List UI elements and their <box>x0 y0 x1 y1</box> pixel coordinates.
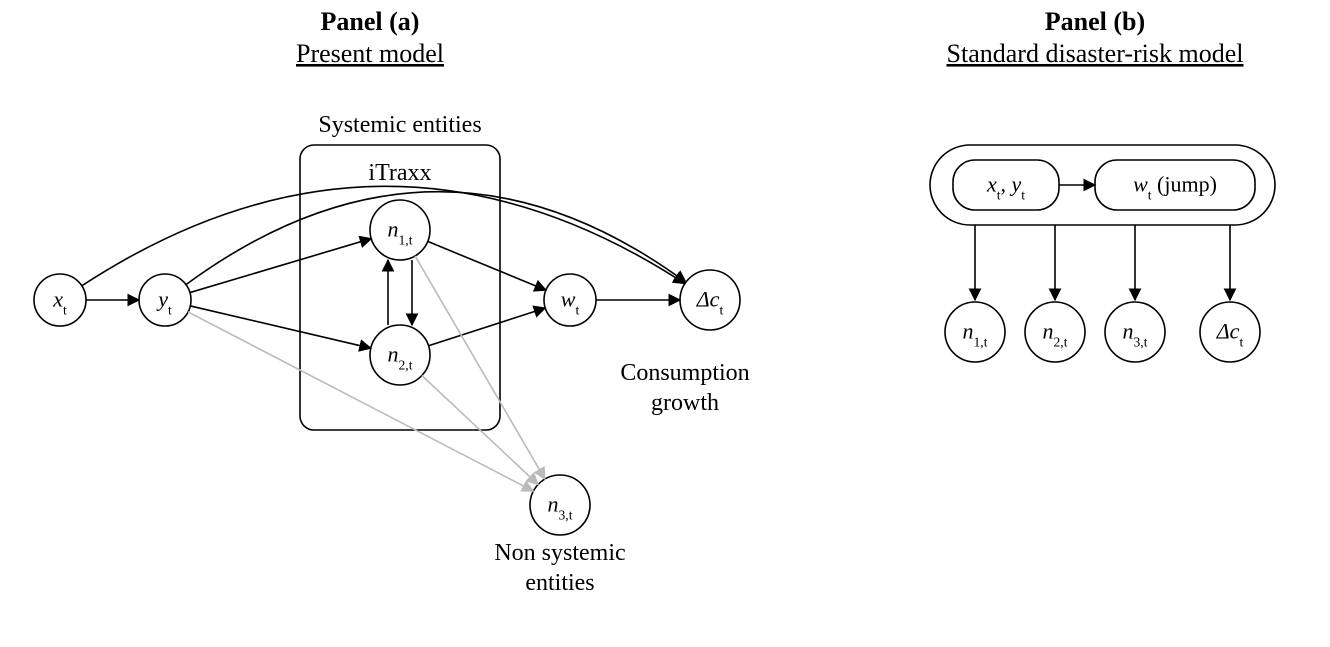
panel-b: Panel (b)Standard disaster-risk modelxt,… <box>930 7 1275 362</box>
node-w: wt <box>544 274 596 326</box>
node-y: yt <box>139 274 191 326</box>
panel-b-subtitle: Standard disaster-risk model <box>947 39 1244 68</box>
panel-b-title: Panel (b) <box>1045 7 1145 36</box>
label-itraxx: iTraxx <box>368 160 431 186</box>
panel-a: Panel (a) Present model Systemic entities i… <box>34 7 750 596</box>
panel-a-title: Panel (a) <box>321 7 420 36</box>
b-node-n1: n1,t <box>945 302 1005 362</box>
edge-y-n1 <box>190 239 371 293</box>
edge-n1-n3 <box>415 256 545 479</box>
label-nonsys_l2: entities <box>525 570 594 596</box>
label-consumption_l2: growth <box>651 390 719 416</box>
node-n1: n1,t <box>370 200 430 260</box>
label-nonsys_l1: Non systemic <box>494 540 625 566</box>
edge-n1-w <box>428 241 546 290</box>
b-node-n3: n3,t <box>1105 302 1165 362</box>
systemic-entities-box <box>300 145 500 430</box>
edge-y-n3 <box>188 312 533 491</box>
b-node-dc: Δct <box>1200 302 1260 362</box>
node-n2: n2,t <box>370 325 430 385</box>
node-dc: Δct <box>680 270 740 330</box>
edge-n2-w <box>429 308 546 346</box>
node-n3: n3,t <box>530 475 590 535</box>
label-systemic: Systemic entities <box>318 112 481 138</box>
b-node-n2: n2,t <box>1025 302 1085 362</box>
node-x: xt <box>34 274 86 326</box>
panel-a-subtitle: Present model <box>296 39 444 68</box>
label-consumption_l1: Consumption <box>620 360 749 386</box>
